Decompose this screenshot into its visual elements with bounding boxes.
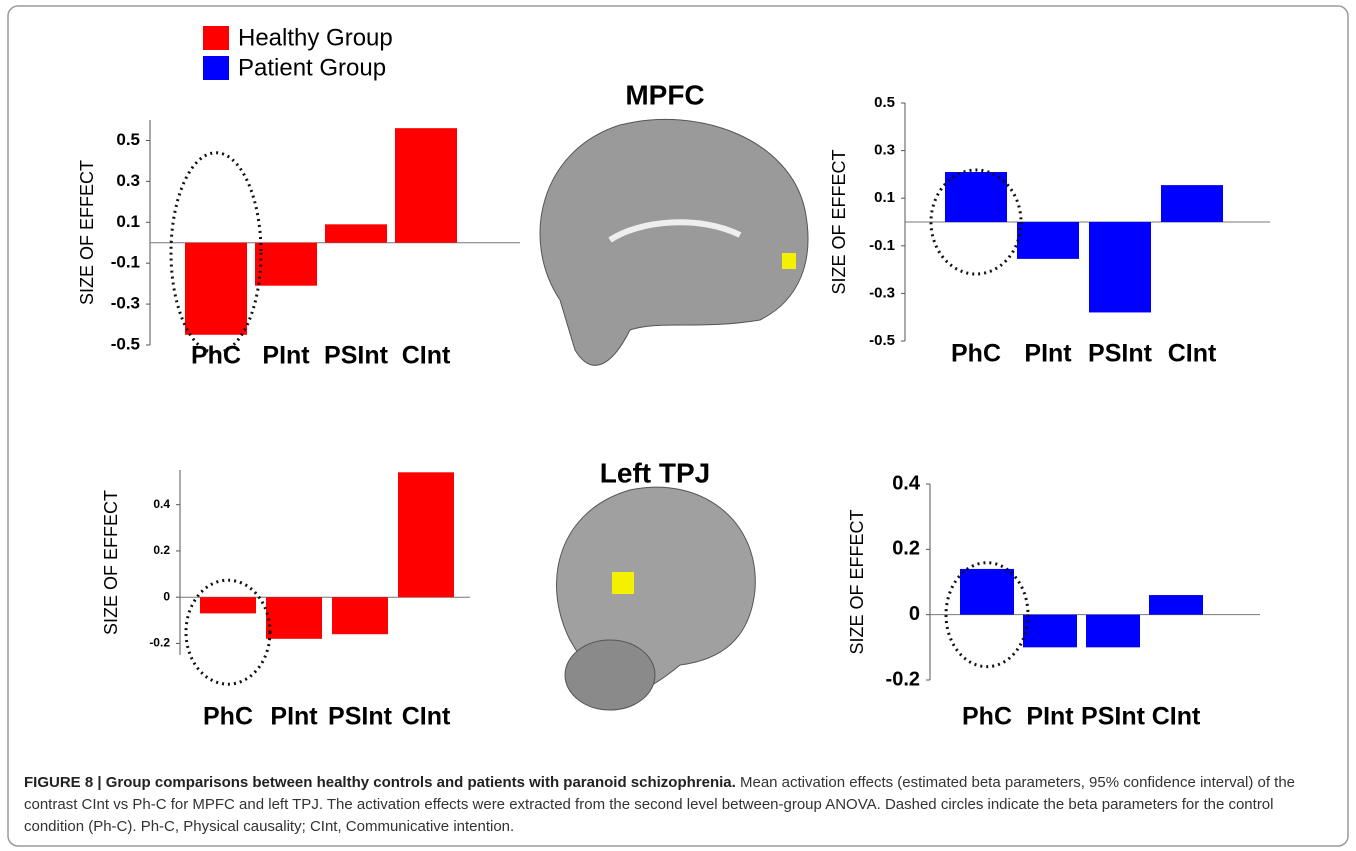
y-tick-label: -0.3 [869,284,895,301]
y-tick-label: -0.3 [111,294,140,313]
y-axis-label: SIZE OF EFFECT [847,509,867,654]
y-tick-label: 0.1 [116,212,140,231]
figure-graphics: MPFC Left TPJ Healthy Group Patient Group… [0,0,1356,851]
x-tick-label: PInt [270,703,318,731]
y-tick-label: -0.1 [111,253,140,272]
bar [1017,222,1079,259]
bar [255,243,317,286]
y-tick-label: 0.1 [874,189,895,206]
y-tick-label: -0.2 [149,636,170,650]
x-tick-label: CInt [402,342,451,370]
legend-label: Healthy Group [238,24,393,51]
x-tick-label: CInt [1168,340,1217,368]
y-axis-label: SIZE OF EFFECT [77,160,97,305]
bar [1149,595,1203,615]
bar [185,243,247,335]
bar [200,597,256,613]
bar [1161,185,1223,222]
y-tick-label: -0.5 [111,334,140,353]
brain-mpfc [540,119,808,365]
x-tick-label: PInt [1026,703,1074,731]
x-tick-label: PhC [951,340,1001,368]
caption-label: FIGURE 8 | Group comparisons between hea… [24,774,736,791]
x-tick-label: CInt [402,703,451,731]
x-tick-label: PSInt [324,342,389,370]
bar [266,597,322,639]
bar [960,569,1014,615]
x-tick-label: CInt [1152,703,1201,731]
bar [1086,615,1140,648]
brain-tpj [557,487,756,710]
region-label: Left TPJ [600,457,710,488]
highlight-circle [186,580,270,684]
y-axis-label: SIZE OF EFFECT [829,149,849,294]
x-tick-label: PhC [962,703,1012,731]
y-tick-label: 0.3 [874,142,895,159]
x-tick-label: PhC [203,703,253,731]
y-tick-label: 0.5 [874,94,895,111]
region-label: MPFC [625,79,704,110]
x-tick-label: PSInt [1088,340,1153,368]
y-tick-label: -0.5 [869,332,895,349]
y-tick-label: 0 [163,589,170,603]
x-tick-label: PInt [262,342,310,370]
x-tick-label: PSInt [1081,703,1146,731]
y-tick-label: 0 [909,603,920,625]
bar [945,172,1007,222]
y-tick-label: -0.1 [869,237,895,254]
caption: FIGURE 8 | Group comparisons between hea… [24,772,1324,838]
y-tick-label: -0.2 [886,668,920,690]
x-tick-label: PInt [1024,340,1072,368]
legend-swatch [203,56,229,80]
bar [398,472,454,597]
x-tick-label: PhC [191,342,241,370]
y-tick-label: 0.5 [116,130,140,149]
legend-label: Patient Group [238,54,386,81]
bar [325,224,387,242]
y-axis-label: SIZE OF EFFECT [101,490,121,635]
legend-swatch [203,26,229,50]
x-tick-label: PSInt [328,703,393,731]
y-tick-label: 0.4 [892,472,921,494]
y-tick-label: 0.2 [892,538,920,560]
bar [332,597,388,634]
bar [1089,222,1151,312]
bar [395,128,457,243]
y-tick-label: 0.3 [116,171,140,190]
y-tick-label: 0.2 [153,543,170,557]
figure: MPFC Left TPJ Healthy Group Patient Group… [0,0,1356,851]
bar [1023,615,1077,648]
y-tick-label: 0.4 [153,497,170,511]
